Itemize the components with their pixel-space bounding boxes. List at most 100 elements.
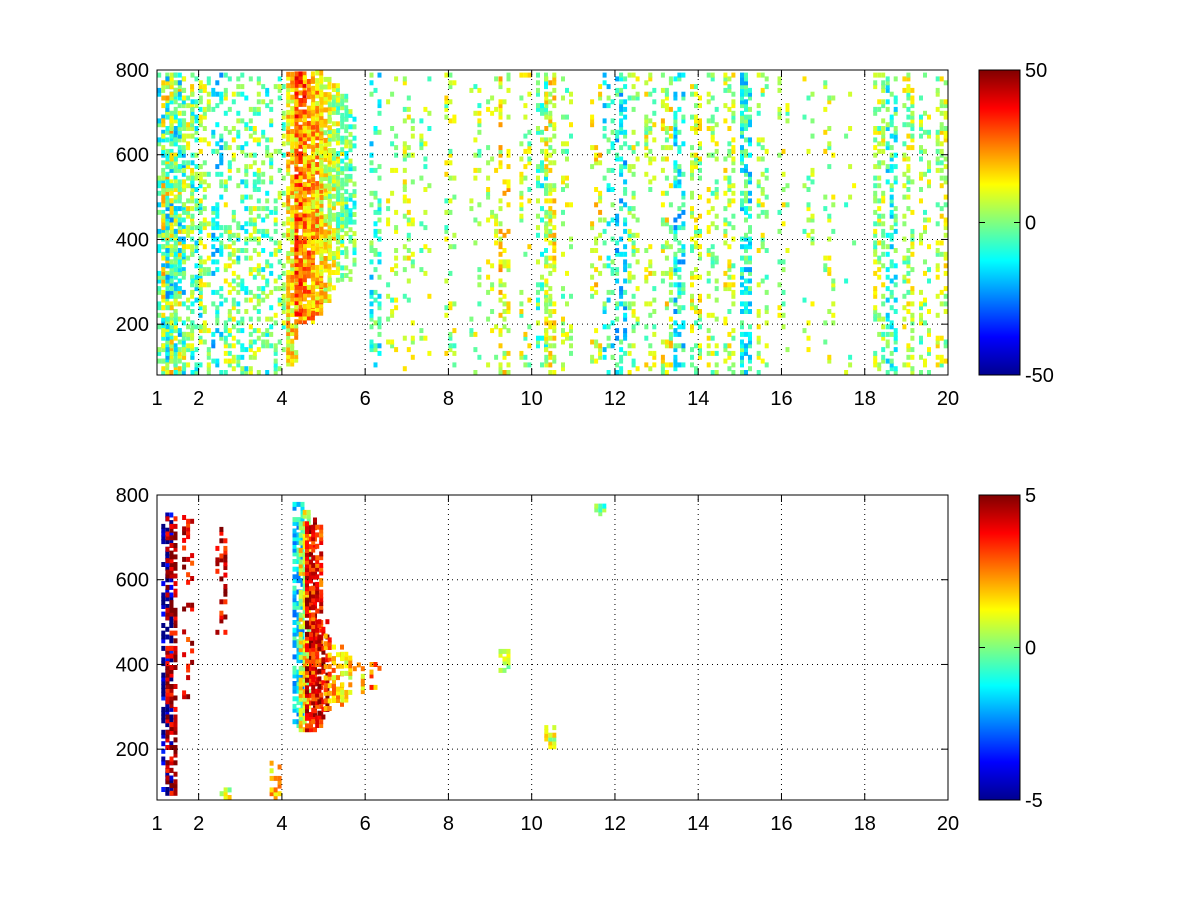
heat-cell (723, 316, 728, 322)
heat-cell (469, 198, 474, 204)
heat-cell (548, 221, 553, 227)
heat-cell (177, 270, 182, 276)
heat-cell (498, 259, 503, 265)
heat-cell (744, 137, 748, 143)
heat-cell (881, 190, 886, 196)
heat-cell (740, 370, 744, 375)
heat-cell (386, 293, 391, 299)
heat-cell (668, 362, 673, 368)
heat-cell (619, 72, 624, 78)
heat-cell (943, 110, 948, 116)
heat-cell (740, 118, 744, 124)
heat-cell (227, 362, 232, 368)
heat-cell (889, 320, 894, 326)
heat-cell (402, 118, 407, 124)
heat-cell (206, 347, 211, 353)
heat-cell (710, 137, 715, 143)
heat-cell (294, 231, 299, 237)
heat-cell (690, 301, 694, 307)
heat-cell (760, 171, 765, 177)
heat-cell (265, 103, 270, 109)
heat-cell (756, 354, 761, 360)
heat-cell (919, 122, 923, 128)
heat-cell (165, 297, 170, 303)
heat-cell (173, 714, 178, 720)
heat-cell (619, 156, 624, 162)
heat-cell (300, 528, 305, 534)
heat-cell (211, 259, 216, 265)
heat-cell (219, 152, 224, 158)
heat-cell (292, 642, 297, 648)
heat-cell (198, 87, 203, 93)
heat-cell (881, 80, 886, 86)
heat-cell (623, 106, 628, 112)
heat-cell (760, 358, 765, 364)
heat-cell (194, 286, 199, 292)
heat-cell (269, 175, 274, 181)
heat-cell (902, 293, 907, 299)
heat-cell (727, 84, 732, 90)
heat-cell (190, 167, 195, 173)
heat-cell (923, 270, 927, 276)
heat-cell (760, 145, 765, 151)
heat-cell (181, 99, 186, 105)
heat-cell (202, 110, 207, 116)
heat-cell (244, 122, 249, 128)
heat-cell (292, 719, 297, 725)
heat-cell (348, 208, 353, 214)
heat-cell (173, 554, 178, 560)
heat-cell (161, 187, 166, 192)
heat-cell (648, 263, 653, 269)
heat-cell (498, 80, 503, 86)
heat-cell (369, 244, 374, 250)
heat-cell (244, 126, 249, 131)
heat-cell (348, 212, 353, 217)
heat-cell (943, 232, 948, 238)
heat-cell (319, 290, 324, 296)
heat-cell (486, 106, 491, 112)
heat-cell (660, 99, 665, 105)
heat-cell (306, 273, 311, 279)
heat-cell (906, 95, 911, 101)
heat-cell (660, 339, 665, 345)
heat-cell (269, 179, 274, 185)
heat-cell (265, 282, 270, 288)
heat-cell (889, 244, 894, 250)
heat-cell (202, 106, 207, 112)
heat-cell (236, 362, 241, 368)
heat-cell (723, 217, 728, 223)
heat-cell (302, 140, 307, 145)
heat-cell (173, 91, 178, 97)
heat-cell (292, 536, 297, 542)
heat-cell (561, 179, 565, 185)
heat-cell (169, 320, 174, 326)
heat-cell (169, 745, 174, 750)
heat-cell (169, 600, 174, 606)
heat-cell (169, 558, 174, 564)
heat-cell (169, 569, 174, 575)
heat-cell (369, 248, 374, 253)
heat-cell (315, 131, 320, 137)
heat-cell (935, 248, 940, 253)
heat-cell (523, 133, 528, 139)
heat-cell (331, 254, 336, 260)
heat-cell (202, 160, 207, 166)
heat-cell (286, 216, 291, 222)
heat-cell (919, 114, 923, 120)
heat-cell (344, 166, 349, 172)
heat-cell (723, 347, 728, 353)
heat-cell (889, 194, 894, 200)
heat-cell (723, 270, 728, 276)
heat-cell (165, 714, 170, 720)
heat-cell (215, 561, 220, 567)
heat-cell (281, 133, 286, 139)
heat-cell (877, 213, 882, 219)
heat-cell (540, 282, 544, 288)
heat-cell (311, 85, 316, 91)
heat-cell (219, 183, 224, 189)
heat-cell (727, 263, 732, 269)
heat-cell (302, 677, 307, 683)
heat-cell (919, 289, 923, 295)
heat-cell (673, 133, 678, 139)
heat-cell (781, 187, 786, 192)
